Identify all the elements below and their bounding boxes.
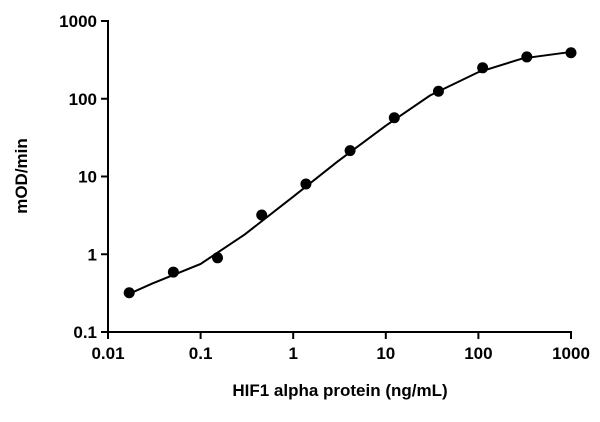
y-axis-label: mOD/min	[12, 138, 31, 214]
data-point	[212, 252, 224, 264]
x-tick-label: 1000	[552, 344, 590, 363]
data-point	[300, 178, 312, 190]
data-point	[256, 209, 268, 221]
data-point	[565, 47, 577, 59]
x-tick-label: 0.01	[91, 344, 124, 363]
y-tick-label: 10	[78, 168, 97, 187]
y-tick-label: 100	[69, 90, 97, 109]
data-point	[521, 51, 533, 63]
x-tick-label: 100	[464, 344, 492, 363]
data-point	[123, 287, 135, 299]
x-axis-label: HIF1 alpha protein (ng/mL)	[232, 381, 447, 400]
y-tick-label: 0.1	[73, 323, 97, 342]
x-tick-label: 10	[376, 344, 395, 363]
data-point	[388, 112, 400, 124]
y-tick-label: 1000	[59, 12, 97, 31]
data-point	[432, 85, 444, 97]
x-tick-label: 1	[288, 344, 297, 363]
y-tick-label: 1	[88, 245, 97, 264]
fit-curve	[128, 50, 572, 295]
data-point	[344, 145, 356, 157]
data-point	[477, 62, 489, 74]
data-point	[167, 266, 179, 278]
x-tick-label: 0.1	[189, 344, 213, 363]
